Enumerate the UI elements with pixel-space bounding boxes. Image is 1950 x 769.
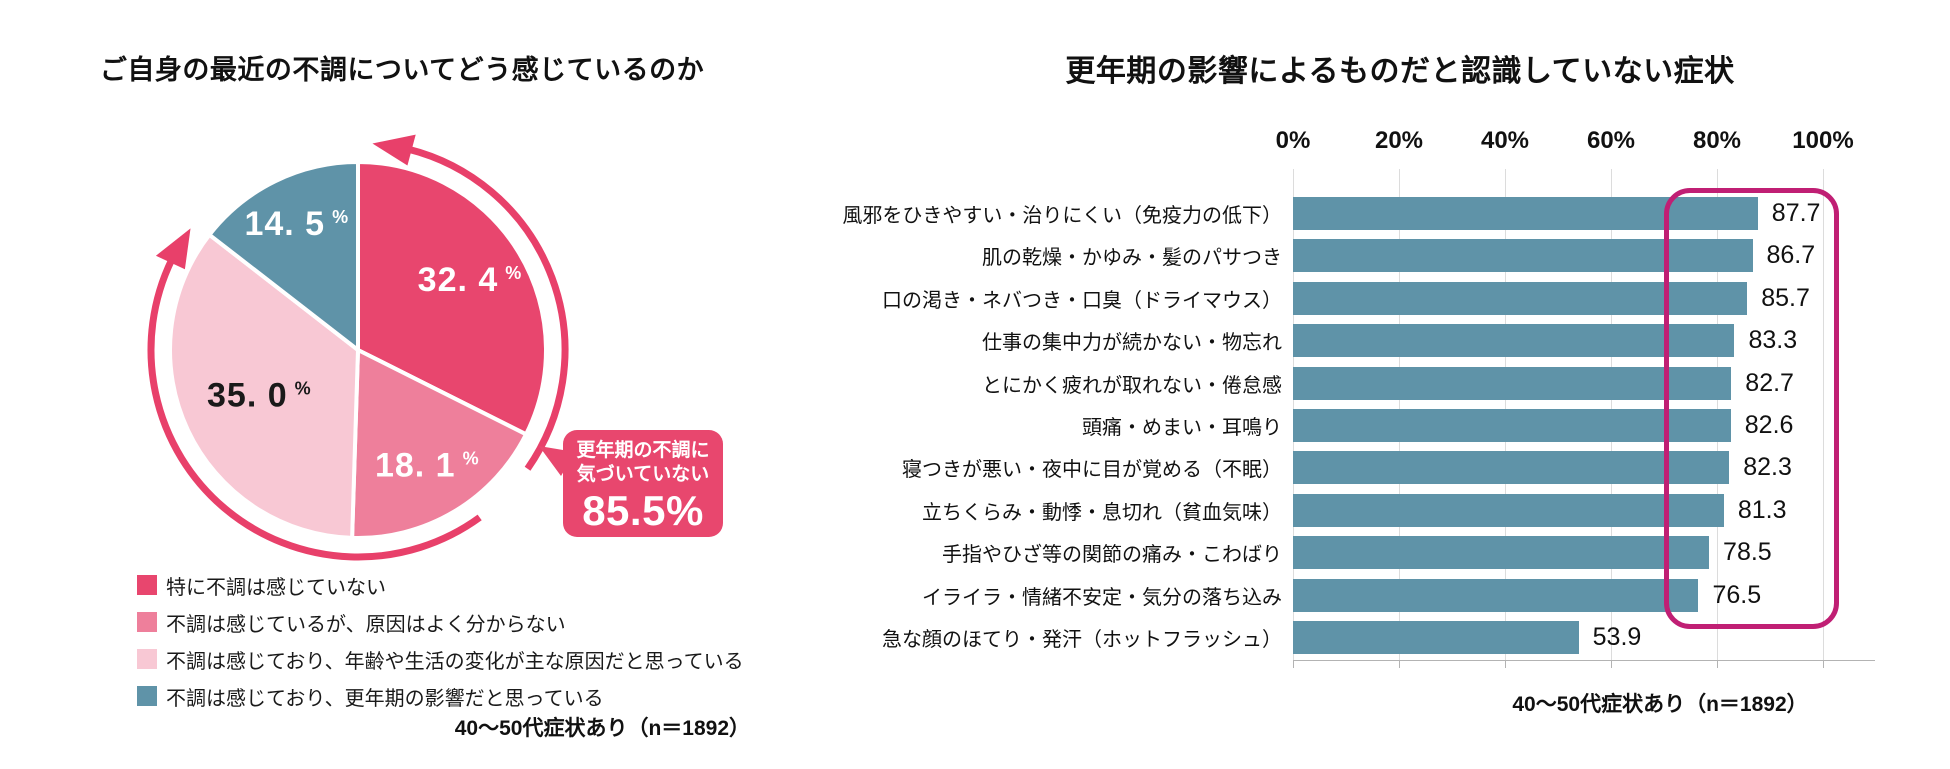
bar-rect [1293,366,1732,400]
bar-value-label: 82.6 [1744,411,1794,439]
callout-line-1: 更年期の不調に [576,440,710,461]
annotation-callout: 更年期の不調に 気づいていない 85.5% [539,430,723,537]
bar-category-label: 風邪をひきやすい・治りにくい（免疫力の低下） [842,205,1282,227]
bar-value-label: 81.3 [1737,495,1787,524]
bar-rect [1293,409,1731,442]
axis-tick-label-20: 20% [1374,127,1424,154]
bar-category-label: イライラ・情緒不安定・気分の落ち込み [922,586,1282,609]
bar-category-label: とにかく疲れが取れない・倦怠感 [982,374,1282,397]
x-axis-tick-0 [1293,660,1294,668]
legend-item-3: 不調は感じており、更年期の影響だと思っている [137,681,744,711]
bar-chart-title: 更年期の影響によるものだと認識していない症状 [1065,55,1735,88]
axis-tick-label-100: 100% [1792,127,1854,154]
bar-value-label: 86.7 [1766,241,1816,270]
pie-slice-1 [350,348,529,540]
bar-category-label: 急な顔のほてり・発汗（ホットフラッシュ） [882,629,1282,651]
pie-slice-2 [168,232,360,540]
legend-item-2: 不調は感じており、年齢や生活の変化が主な原因だと思っている [137,644,744,674]
callout-line-2: 気づいていない [576,463,710,485]
bar-footnote: 40〜50代症状あり（n＝1892） [1512,693,1808,716]
bar-rect [1293,281,1748,315]
axis-tick-label-40: 40% [1480,127,1530,154]
x-axis-tick-60 [1611,660,1612,668]
bar-rect [1293,239,1753,273]
bar-category-label: 頭痛・めまい・耳鳴り [1082,417,1282,439]
bar-value-label: 76.5 [1712,580,1762,609]
bar-rect [1293,493,1724,527]
bar-value-label: 87.7 [1771,199,1821,227]
pie-footnote: 40〜50代症状あり（n＝1892） [454,717,750,740]
axis-tick-label-80: 80% [1692,127,1742,154]
callout-pointer [539,446,575,476]
bar-category-label: 肌の乾燥・かゆみ・髪のパサつき [982,247,1282,270]
highlight-box [1664,188,1839,629]
bar-rect [1293,621,1579,654]
pie-chart-title: ご自身の最近の不調についてどう感じているのか [99,55,705,85]
bar-value-label: 85.7 [1761,283,1810,312]
x-axis-tick-40 [1505,660,1506,668]
legend-label: 不調は感じており、更年期の影響だと思っている [166,687,604,710]
pie-legend: 特に不調は感じていない不調は感じているが、原因はよく分からない不調は感じており、… [137,570,744,718]
arrowhead-left-icon [155,228,191,270]
rotation-arrow-arc-right [407,145,569,471]
x-axis-tick-20 [1399,660,1400,668]
legend-item-1: 不調は感じているが、原因はよく分からない [137,607,744,637]
pie-value-label-2: 35. 0% [207,376,312,414]
bar-value-label: 82.3 [1743,453,1792,482]
pie-chart: 32. 4 % 18. 1 % 35. 0 % 14. 5% [147,134,569,561]
bar-category-label: 寝つきが悪い・夜中に目が覚める（不眠） [902,459,1282,482]
legend-swatch-icon [137,649,157,669]
callout-value: 85.5% [582,486,704,534]
x-axis-line [1293,660,1876,661]
bar-rect [1293,451,1730,485]
pie-slice-0 [356,160,548,437]
pie-value-label-3: 14. 5% [244,205,349,243]
gridline-100 [1823,169,1824,660]
bar-value-label: 83.3 [1748,326,1798,355]
bar-value-label: 82.7 [1745,368,1794,397]
arrowhead-top-icon [372,134,416,166]
legend-label: 不調は感じており、年齢や生活の変化が主な原因だと思っている [166,650,744,673]
bar-rect [1293,578,1699,612]
pie-slice-3 [207,160,360,352]
legend-item-0: 特に不調は感じていない [137,570,744,600]
bar-rect [1293,536,1710,570]
x-axis-tick-80 [1717,660,1718,668]
bar-chart: 0% 20% 40% 60% 80% 100% 風邪をひきやすい・治りにくい（免疫力の低下）… [842,125,1910,705]
legend-label: 特に不調は感じていない [166,576,386,599]
legend-swatch-icon [137,575,157,595]
rotation-arrow-arc-left [147,257,482,561]
bar-category-label: 手指やひざ等の関節の痛み・こわばり [942,544,1282,567]
axis-tick-label-0: 0% [1275,127,1311,154]
legend-swatch-icon [137,686,157,706]
bar-category-label: 口の渇き・ネバつき・口臭（ドライマウス） [882,289,1282,312]
legend-label: 不調は感じているが、原因はよく分からない [166,613,566,636]
bar-value-label: 78.5 [1723,538,1772,567]
bar-rect [1293,324,1735,358]
legend-swatch-icon [137,612,157,632]
bar-value-label: 53.9 [1592,623,1642,651]
bar-category-label: 仕事の集中力が続かない・物忘れ [982,332,1282,355]
pie-value-label-0: 32. 4% [418,261,523,299]
x-axis-tick-100 [1823,660,1824,668]
axis-tick-label-60: 60% [1586,127,1636,154]
pie-value-label-1: 18. 1% [375,446,480,484]
bar-category-label: 立ちくらみ・動悸・息切れ（貧血気味） [922,501,1282,524]
